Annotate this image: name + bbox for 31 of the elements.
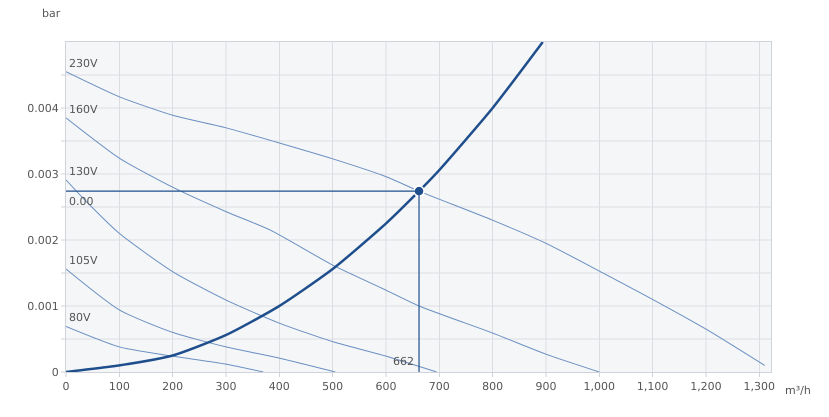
x-tick-label: 700	[428, 380, 450, 394]
line-series	[66, 326, 264, 372]
x-tick-label: 400	[268, 380, 290, 394]
y-axis-title: bar	[42, 7, 61, 20]
x-tick-label: 100	[108, 380, 130, 394]
x-tick-label: 0	[62, 380, 70, 394]
x-tick-label: 1,100	[636, 380, 668, 394]
x-tick-label: 600	[375, 380, 396, 394]
series-label: 105V	[69, 254, 98, 267]
y-tick-label: 0.002	[27, 234, 59, 247]
x-tick-label: 300	[215, 380, 236, 394]
x-tick-label: 1,200	[690, 380, 722, 394]
x-tick-label: 200	[162, 380, 184, 394]
x-tick-label: 900	[535, 380, 556, 394]
series-label: 130V	[69, 165, 98, 178]
line-series	[66, 42, 544, 372]
x-tick-label: 1,300	[744, 380, 776, 394]
series-label: 230V	[69, 57, 98, 70]
y-tick-label: 0.004	[27, 102, 59, 115]
line-series	[66, 268, 336, 372]
x-tick-label: 1,000	[584, 380, 616, 394]
line-series	[66, 179, 438, 372]
y-tick-label: 0	[52, 366, 59, 379]
x-axis-title: m³/h	[785, 384, 811, 397]
x-tick-label: 500	[322, 380, 344, 394]
series-label: 160V	[69, 103, 98, 116]
line-series	[66, 117, 600, 372]
y-tick-label: 0.001	[27, 300, 59, 313]
x-tick-label: 800	[482, 380, 504, 394]
series-label: 80V	[69, 311, 91, 324]
y-tick-label: 0.003	[27, 168, 59, 181]
